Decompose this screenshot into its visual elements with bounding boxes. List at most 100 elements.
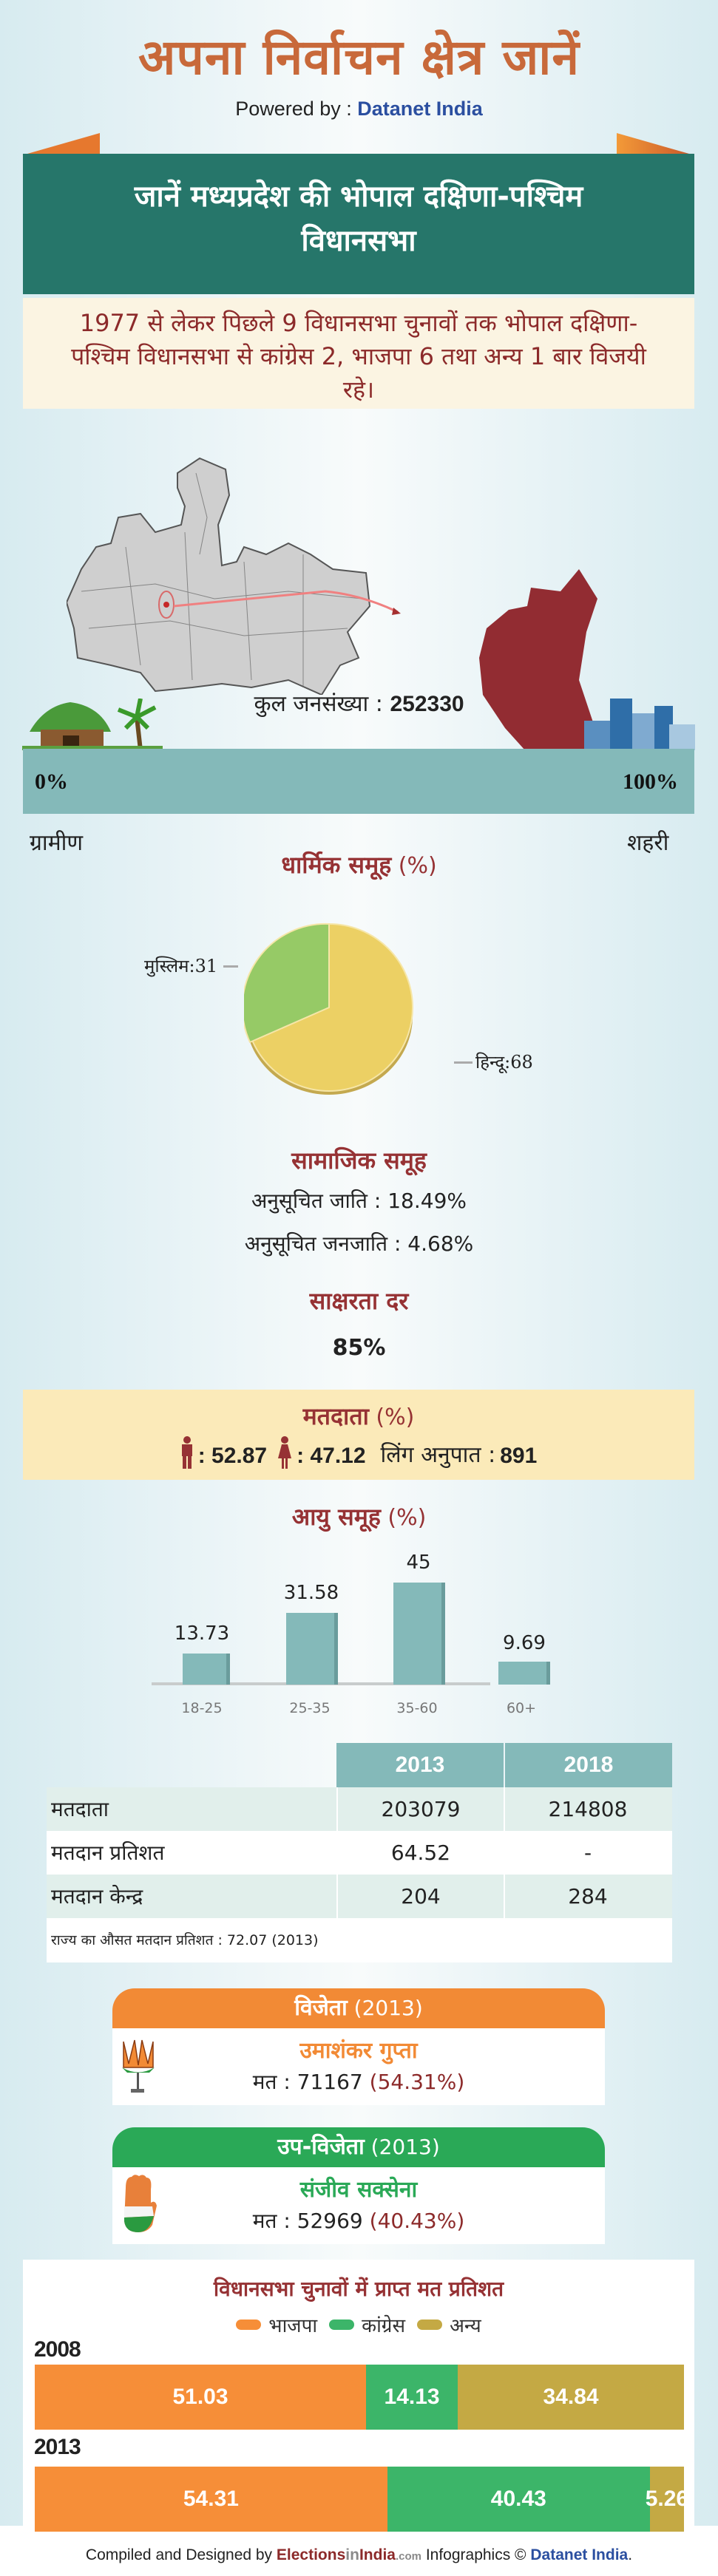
religion-pie-chart bbox=[244, 922, 413, 1095]
sex-ratio-value: 891 bbox=[500, 1444, 538, 1468]
population-label: कुल जनसंख्या : bbox=[254, 691, 390, 717]
ribbon-fold-left bbox=[22, 133, 100, 155]
urban-label: शहरी bbox=[627, 830, 669, 856]
winner-year: (2013) bbox=[347, 1996, 423, 2020]
urban-percent: 100% bbox=[623, 769, 678, 794]
pie-leader-muslim bbox=[223, 965, 238, 968]
lotus-icon bbox=[122, 2039, 155, 2093]
rural-hut-icon bbox=[22, 699, 163, 750]
banner-line-1: जानें मध्यप्रदेश की भोपाल दक्षिणा-पश्चिम bbox=[134, 180, 583, 214]
bar-2013-other: 5.26 bbox=[646, 2467, 688, 2532]
age-bar-60-plus bbox=[498, 1662, 550, 1685]
bar-2008-bjp: 51.03 bbox=[35, 2365, 367, 2430]
voter-gender-row: : 52.87 : 47.12 लिंग अनुपात : 891 bbox=[23, 1436, 694, 1469]
male-percent: : 52.87 bbox=[197, 1444, 268, 1468]
winner-votes-pct: (54.31%) bbox=[369, 2070, 465, 2094]
winner-name: उमाशंकर गुप्ता bbox=[299, 2038, 418, 2064]
cell-turnout-2013: 64.52 bbox=[336, 1831, 504, 1875]
bar-2008-other: 34.84 bbox=[458, 2365, 684, 2430]
urban-building-icon bbox=[584, 699, 695, 750]
electionsinindia-brand: ElectionsinIndia.com bbox=[277, 2546, 421, 2563]
winner-votes: मत : 71167 (54.31%) bbox=[112, 2067, 605, 2096]
runner-up-year: (2013) bbox=[364, 2135, 440, 2159]
legend-swatch-other bbox=[417, 2320, 443, 2330]
footer-prefix: Compiled and Designed by bbox=[85, 2546, 277, 2563]
male-icon bbox=[181, 1436, 192, 1469]
footer-middle: Infographics © bbox=[421, 2546, 531, 2563]
literacy-value: 85% bbox=[332, 1335, 386, 1361]
age-label-18-25: 18-25 bbox=[181, 1700, 223, 1716]
runner-up-votes: मत : 52969 (40.43%) bbox=[112, 2206, 605, 2235]
total-population: कुल जनसंख्या : 252330 bbox=[0, 687, 718, 718]
cell-voters-2018: 214808 bbox=[504, 1787, 671, 1831]
age-label-60-plus: 60+ bbox=[506, 1700, 537, 1716]
winner-body: उमाशंकर गुप्ता मत : 71167 (54.31%) bbox=[112, 2028, 605, 2105]
powered-by: Powered by : Datanet India bbox=[0, 98, 718, 120]
runner-up-votes-pct: (40.43%) bbox=[369, 2209, 465, 2233]
religion-unit: (%) bbox=[391, 853, 437, 879]
age-label-35-60: 35-60 bbox=[396, 1700, 438, 1716]
vote-share-panel: विधानसभा चुनावों में प्राप्त मत प्रतिशत … bbox=[23, 2260, 694, 2546]
pie-leader-hindu bbox=[454, 1061, 473, 1064]
pie-label-hindu: हिन्दू:68 bbox=[475, 1052, 533, 1073]
main-title: अपना निर्वाचन क्षेत्र जानें bbox=[138, 29, 580, 86]
runner-up-name: संजीव सक्सेना bbox=[299, 2177, 418, 2203]
cell-voters-2013: 203079 bbox=[336, 1787, 504, 1831]
age-value-35-60: 45 bbox=[406, 1552, 431, 1574]
brand-part-2: in bbox=[345, 2546, 359, 2563]
year-label-2013: 2013 bbox=[34, 2435, 81, 2459]
cell-stations-2013: 204 bbox=[336, 1875, 504, 1918]
powered-by-brand: Datanet India bbox=[357, 98, 483, 120]
datanet-brand: Datanet India bbox=[530, 2546, 629, 2563]
runner-up-title: उप-विजेता bbox=[277, 2134, 365, 2160]
religion-heading: धार्मिक समूह (%) bbox=[0, 849, 718, 880]
winner-card: विजेता (2013) उमाशंकर गुप्ता मत : 71167 … bbox=[112, 1988, 605, 2105]
voters-unit: (%) bbox=[368, 1404, 415, 1430]
age-title: आयु समूह bbox=[291, 1503, 381, 1531]
runner-up-body: संजीव सक्सेना मत : 52969 (40.43%) bbox=[112, 2167, 605, 2244]
voters-title: मतदाता bbox=[302, 1402, 369, 1430]
runner-up-votes-count: मत : 52969 bbox=[252, 2209, 370, 2233]
age-bar-25-35 bbox=[286, 1613, 338, 1685]
powered-by-label: Powered by : bbox=[235, 98, 358, 120]
table-row: मतदान प्रतिशत 64.52 - bbox=[47, 1831, 672, 1875]
election-stats-table: 2013 2018 मतदाता 203079 214808 मतदान प्र… bbox=[47, 1743, 672, 1962]
vote-share-bar-2013: 54.31 40.43 5.26 bbox=[35, 2467, 688, 2532]
footer-credits: Compiled and Designed by ElectionsinIndi… bbox=[0, 2546, 718, 2564]
row-label-polling-stations: मतदान केन्द्र bbox=[51, 1884, 143, 1909]
legend-label-bjp: भाजपा bbox=[268, 2315, 318, 2337]
footer-suffix: . bbox=[628, 2546, 633, 2563]
row-label-turnout: मतदान प्रतिशत bbox=[51, 1841, 165, 1865]
age-value-18-25: 13.73 bbox=[174, 1622, 230, 1645]
table-year-2013: 2013 bbox=[336, 1743, 504, 1787]
voters-box: मतदाता (%) : 52.87 : 47.12 लिंग अनुपात :… bbox=[23, 1390, 694, 1480]
rural-percent: 0% bbox=[35, 769, 68, 794]
table-year-2018: 2018 bbox=[505, 1743, 672, 1787]
vote-share-bar-2008: 51.03 14.13 34.84 bbox=[35, 2365, 684, 2430]
brand-part-1: Elections bbox=[276, 2546, 346, 2563]
rural-label: ग्रामीण bbox=[30, 830, 84, 856]
table-row: मतदाता 203079 214808 bbox=[47, 1787, 672, 1831]
age-heading: आयु समूह (%) bbox=[0, 1501, 718, 1532]
year-label-2008: 2008 bbox=[34, 2337, 81, 2362]
table-header: 2013 2018 bbox=[47, 1743, 672, 1787]
vote-share-legend: भाजपा कांग्रेस अन्य bbox=[23, 2311, 694, 2338]
literacy-heading: साक्षरता दर bbox=[309, 1287, 409, 1315]
runner-up-header: उप-विजेता (2013) bbox=[112, 2127, 605, 2167]
state-map-icon bbox=[67, 457, 401, 695]
age-bar-35-60 bbox=[393, 1583, 445, 1685]
legend-label-other: अन्य bbox=[450, 2315, 481, 2337]
age-value-60-plus: 9.69 bbox=[503, 1632, 546, 1654]
winner-header: विजेता (2013) bbox=[112, 1988, 605, 2028]
vote-share-title: विधानसभा चुनावों में प्राप्त मत प्रतिशत bbox=[213, 2277, 504, 2301]
st-percentage: अनुसूचित जनजाति : 4.68% bbox=[244, 1231, 474, 1256]
age-value-25-35: 31.58 bbox=[283, 1582, 339, 1604]
age-label-25-35: 25-35 bbox=[289, 1700, 331, 1716]
winner-title: विजेता bbox=[294, 1995, 348, 2021]
social-heading: सामाजिक समूह bbox=[291, 1146, 427, 1175]
female-percent: : 47.12 bbox=[297, 1444, 366, 1468]
female-icon bbox=[278, 1436, 292, 1469]
legend-label-inc: कांग्रेस bbox=[362, 2315, 406, 2337]
bar-2008-inc: 14.13 bbox=[366, 2365, 458, 2430]
